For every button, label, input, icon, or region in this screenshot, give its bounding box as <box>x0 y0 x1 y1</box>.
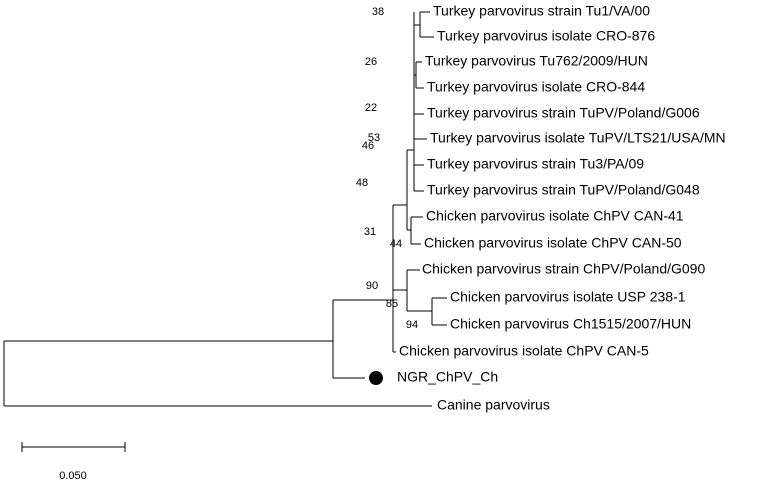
bootstrap-value: 85 <box>386 298 398 310</box>
leaf-label: Chicken parvovirus strain ChPV/Poland/G0… <box>422 261 705 277</box>
leaf-label: Chicken parvovirus isolate USP 238-1 <box>450 289 686 305</box>
bootstrap-value: 46 <box>362 140 374 152</box>
leaf-label: Turkey parvovirus isolate TuPV/LTS21/USA… <box>430 130 726 146</box>
leaf-label: Chicken parvovirus isolate ChPV CAN-50 <box>424 235 682 251</box>
bootstrap-value: 26 <box>365 56 377 68</box>
scale-bar: 0.050 <box>21 442 126 482</box>
branches <box>3 11 447 407</box>
bootstrap-value: 53 <box>368 132 380 144</box>
leaf-label: NGR_ChPV_Ch <box>397 369 498 385</box>
bootstrap-value: 94 <box>406 319 418 331</box>
bootstrap-value: 44 <box>390 238 402 250</box>
leaf-label: Turkey parvovirus isolate CRO-876 <box>437 28 655 44</box>
leaf-label: Canine parvovirus <box>437 397 550 413</box>
bootstrap-value: 38 <box>372 6 384 18</box>
leaf-label: Chicken parvovirus isolate ChPV CAN-5 <box>399 343 649 359</box>
leaf-label: Chicken parvovirus Ch1515/2007/HUN <box>450 316 691 332</box>
bootstrap-value: 90 <box>366 280 378 292</box>
marker <box>369 371 383 385</box>
scale-label: 0.050 <box>59 470 87 482</box>
leaf-label: Turkey parvovirus strain Tu1/VA/00 <box>433 3 650 19</box>
leaf-label: Turkey parvovirus strain TuPV/Poland/G00… <box>427 105 700 121</box>
leaf-label: Turkey parvovirus isolate CRO-844 <box>427 79 645 95</box>
bootstrap-value: 22 <box>365 102 377 114</box>
bootstrap-value: 48 <box>356 177 368 189</box>
leaf-label: Turkey parvovirus strain TuPV/Poland/G04… <box>427 182 700 198</box>
leaf-label: Chicken parvovirus isolate ChPV CAN-41 <box>426 208 684 224</box>
bootstrap-value: 31 <box>364 226 376 238</box>
leaf-label: Turkey parvovirus Tu762/2009/HUN <box>425 53 648 69</box>
leaf-label: Turkey parvovirus strain Tu3/PA/09 <box>427 156 644 172</box>
